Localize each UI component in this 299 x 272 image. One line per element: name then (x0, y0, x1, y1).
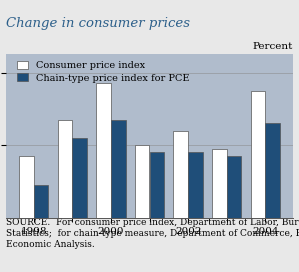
Bar (19, 156, 34, 218)
Bar (227, 156, 241, 218)
Bar (34, 185, 48, 218)
Bar (58, 120, 72, 218)
Bar (265, 123, 280, 218)
Bar (173, 131, 188, 218)
Bar (251, 91, 265, 218)
Bar (212, 149, 227, 218)
Text: SOURCE.  For consumer price index, Department of Labor, Bureau of Labor
Statisti: SOURCE. For consumer price index, Depart… (6, 218, 299, 249)
Bar (150, 152, 164, 218)
Bar (111, 120, 126, 218)
Bar (72, 138, 87, 218)
Bar (96, 84, 111, 218)
Text: Change in consumer prices: Change in consumer prices (6, 17, 190, 30)
Bar (135, 145, 150, 218)
Legend: Consumer price index, Chain-type price index for PCE: Consumer price index, Chain-type price i… (16, 61, 190, 83)
Bar (188, 152, 203, 218)
Text: Percent: Percent (253, 42, 293, 51)
